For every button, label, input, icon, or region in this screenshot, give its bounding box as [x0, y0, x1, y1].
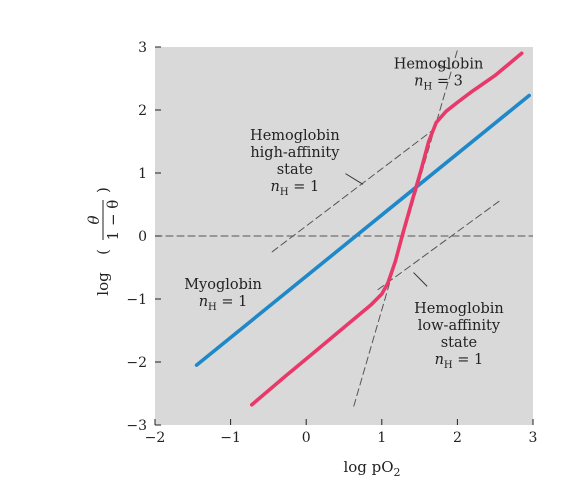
y-axis-title-prefix: log [94, 272, 112, 296]
x-tick-label: −1 [220, 430, 241, 446]
annotation-myo-line: Myoglobin [184, 277, 262, 293]
annotation-leaders [345, 64, 451, 287]
annotation-hblow-line: state [441, 335, 477, 351]
annotation-hblow-line: nH = 1 [435, 352, 484, 371]
y-axis-title-denominator: 1 − θ [104, 200, 122, 241]
series-line-hemoglobin-high-affinity-state [271, 125, 439, 253]
annotation-leader-hbhigh [345, 173, 364, 185]
annotation-hb3-line: Hemoglobin [394, 57, 484, 73]
series-line-hemoglobin-nh-3 [353, 49, 458, 407]
y-tick-label: 0 [138, 229, 147, 245]
series-line-myoglobin [194, 93, 532, 367]
y-axis-title: log ( θ 1 − θ ) [85, 187, 122, 296]
annotation-myo-line: nH = 1 [199, 294, 248, 313]
x-tick-label: 2 [453, 430, 462, 446]
series-line-hemoglobin-low-affinity-state [377, 200, 500, 291]
y-tick-label: 3 [138, 40, 147, 56]
annotation-hblow-line: Hemoglobin [414, 301, 504, 317]
y-tick-label: −1 [126, 292, 147, 308]
annotation-hblow-line: low-affinity [418, 318, 501, 334]
x-tick-label: −2 [145, 430, 166, 446]
y-axis-title-left-paren: ( [94, 249, 112, 255]
series-layer [155, 49, 533, 407]
annotation-hbhigh-line: nH = 1 [271, 179, 320, 198]
annotation-leader-hb3 [437, 64, 451, 70]
y-tick-label: −2 [126, 355, 147, 371]
y-tick-label: −3 [126, 418, 147, 434]
annotation-hbhigh-line: high-affinity [250, 145, 340, 161]
annotation-hbhigh-line: Hemoglobin [250, 128, 340, 144]
y-axis-title-right-paren: ) [94, 187, 112, 193]
x-tick-label: 0 [302, 430, 311, 446]
y-tick-label: 2 [138, 103, 147, 119]
x-tick-label: 1 [377, 430, 386, 446]
x-axis-title: log pO2 [343, 458, 400, 479]
y-axis-title-numerator: θ [85, 215, 103, 224]
annotation-hb3-line: nH = 3 [414, 74, 463, 93]
series-line-hemoglobin [250, 51, 524, 407]
annotation-hbhigh-line: state [277, 162, 313, 178]
y-tick-label: 1 [138, 166, 147, 182]
annotation-leader-hblow [413, 272, 428, 287]
x-tick-label: 3 [529, 430, 538, 446]
